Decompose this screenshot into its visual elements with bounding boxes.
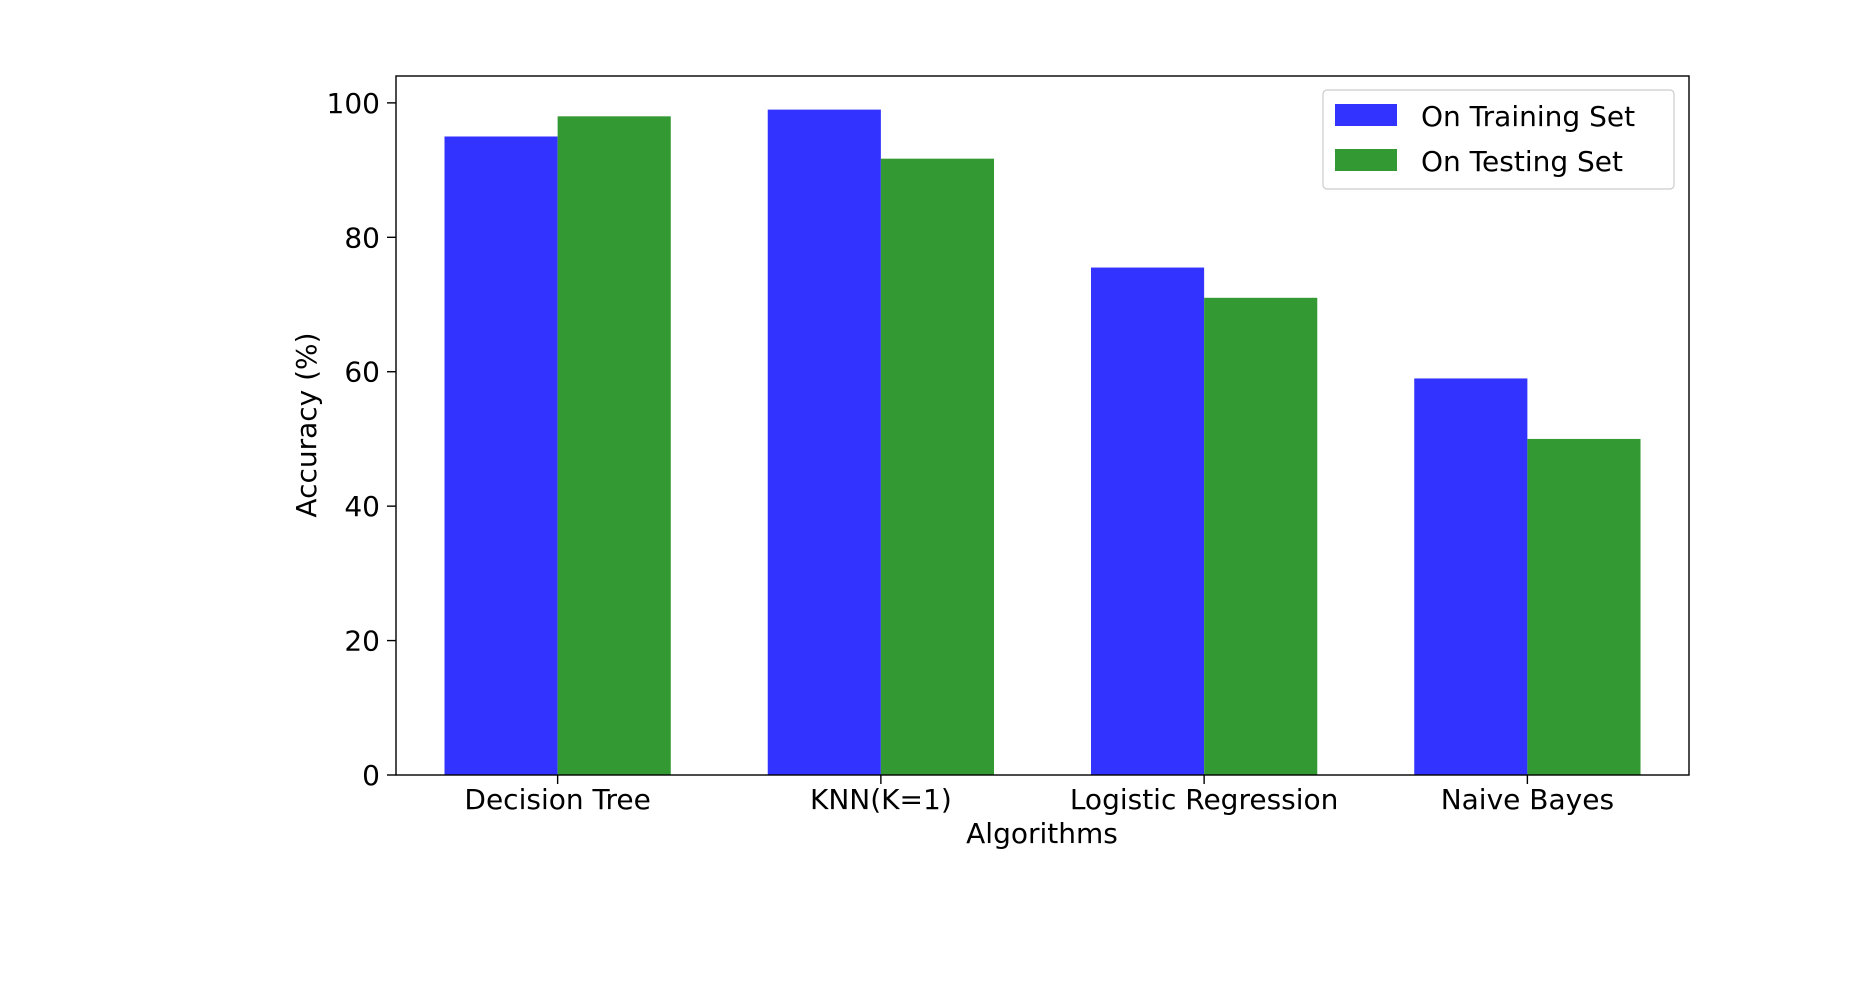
bars-layer (444, 109, 1641, 776)
bar-testing-1 (880, 158, 995, 776)
y-axis-label: Accuracy (%) (290, 332, 323, 517)
x-tick-label: Decision Tree (464, 783, 650, 816)
x-tick-label: Naive Bayes (1441, 783, 1614, 816)
legend-label-training: On Training Set (1421, 100, 1635, 133)
plot-area-frame (395, 75, 1690, 776)
bar-testing-2 (1204, 297, 1318, 775)
y-tick-label: 0 (362, 759, 380, 792)
legend: On Training Set On Testing Set (1322, 89, 1675, 190)
x-axis-ticks: Decision Tree KNN(K=1) Logistic Regression… (464, 775, 1614, 816)
x-tick-label: KNN(K=1) (810, 783, 952, 816)
bar-training-1 (767, 109, 881, 776)
x-tick-label: Logistic Regression (1070, 783, 1339, 816)
bar-training-2 (1090, 267, 1205, 775)
legend-swatch-training (1335, 104, 1397, 126)
bar-training-3 (1414, 378, 1528, 775)
legend-box (1322, 89, 1675, 190)
y-tick-label: 60 (344, 356, 380, 389)
legend-swatch-testing (1335, 149, 1397, 171)
bar-testing-3 (1527, 438, 1641, 775)
x-axis-label: Algorithms (966, 817, 1118, 850)
y-axis-ticks: 0 20 40 60 80 100 (327, 87, 396, 792)
y-tick-label: 20 (344, 625, 380, 658)
bar-training-0 (444, 136, 558, 776)
y-tick-label: 40 (344, 490, 380, 523)
bar-testing-0 (557, 116, 671, 775)
y-tick-label: 100 (327, 87, 380, 120)
y-tick-label: 80 (344, 221, 380, 254)
legend-label-testing: On Testing Set (1421, 145, 1623, 178)
